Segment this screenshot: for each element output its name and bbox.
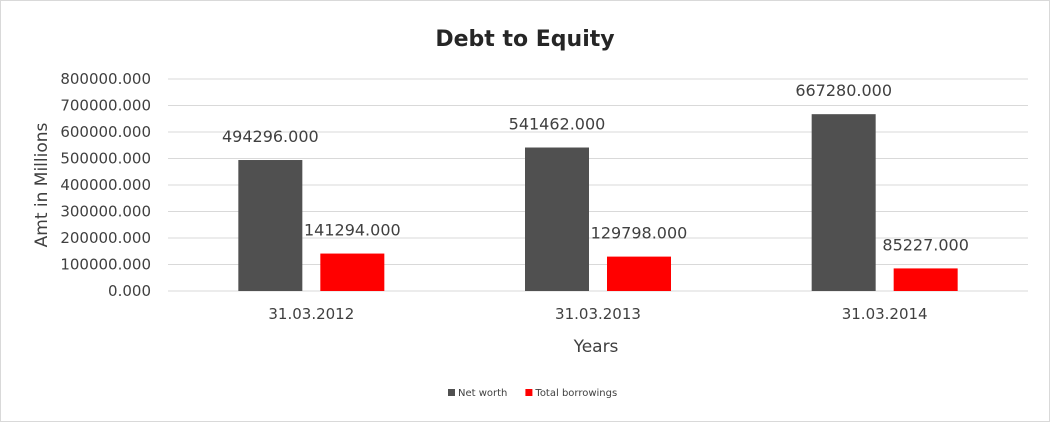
y-tick-label: 300000.000 — [60, 203, 151, 221]
data-label: 129798.000 — [591, 224, 688, 243]
y-tick-label: 0.000 — [108, 282, 151, 300]
x-axis-ticks: 31.03.2012 31.03.2013 31.03.2014 — [268, 305, 927, 323]
x-tick-label: 31.03.2014 — [842, 305, 928, 323]
y-axis-title: Amt in Millions — [32, 122, 52, 247]
y-tick-label: 100000.000 — [60, 256, 151, 274]
y-tick-label: 500000.000 — [60, 150, 151, 168]
data-label: 541462.000 — [509, 115, 606, 134]
chart-title: Debt to Equity — [435, 27, 614, 52]
data-label: 667280.000 — [795, 81, 892, 100]
x-tick-label: 31.03.2012 — [268, 305, 354, 323]
y-tick-label: 400000.000 — [60, 176, 151, 194]
bars — [238, 114, 958, 291]
y-axis-ticks: 0.000 100000.000 200000.000 300000.000 40000… — [60, 70, 151, 300]
x-axis-title: Years — [573, 337, 619, 357]
bar-total-borrowings — [893, 268, 958, 291]
y-tick-label: 600000.000 — [60, 123, 151, 141]
legend: Net worth Total borrowings — [448, 388, 617, 399]
bar-net-worth — [525, 147, 589, 291]
y-tick-label: 200000.000 — [60, 229, 151, 247]
bar-total-borrowings — [320, 253, 385, 291]
x-tick-label: 31.03.2013 — [555, 305, 641, 323]
data-label: 494296.000 — [222, 127, 319, 146]
data-label: 85227.000 — [882, 235, 969, 254]
data-label: 141294.000 — [304, 221, 401, 240]
bar-net-worth — [238, 160, 303, 291]
gridlines — [168, 78, 1028, 292]
y-tick-label: 700000.000 — [60, 97, 151, 115]
legend-label: Total borrowings — [534, 388, 617, 399]
legend-swatch — [525, 389, 533, 396]
bar-total-borrowings — [607, 256, 671, 291]
legend-label: Net worth — [458, 388, 507, 399]
bar-net-worth — [811, 114, 876, 291]
data-labels: 494296.000 141294.000 541462.000 129798.000… — [222, 81, 969, 254]
y-tick-label: 800000.000 — [60, 70, 151, 88]
legend-swatch — [448, 389, 455, 396]
